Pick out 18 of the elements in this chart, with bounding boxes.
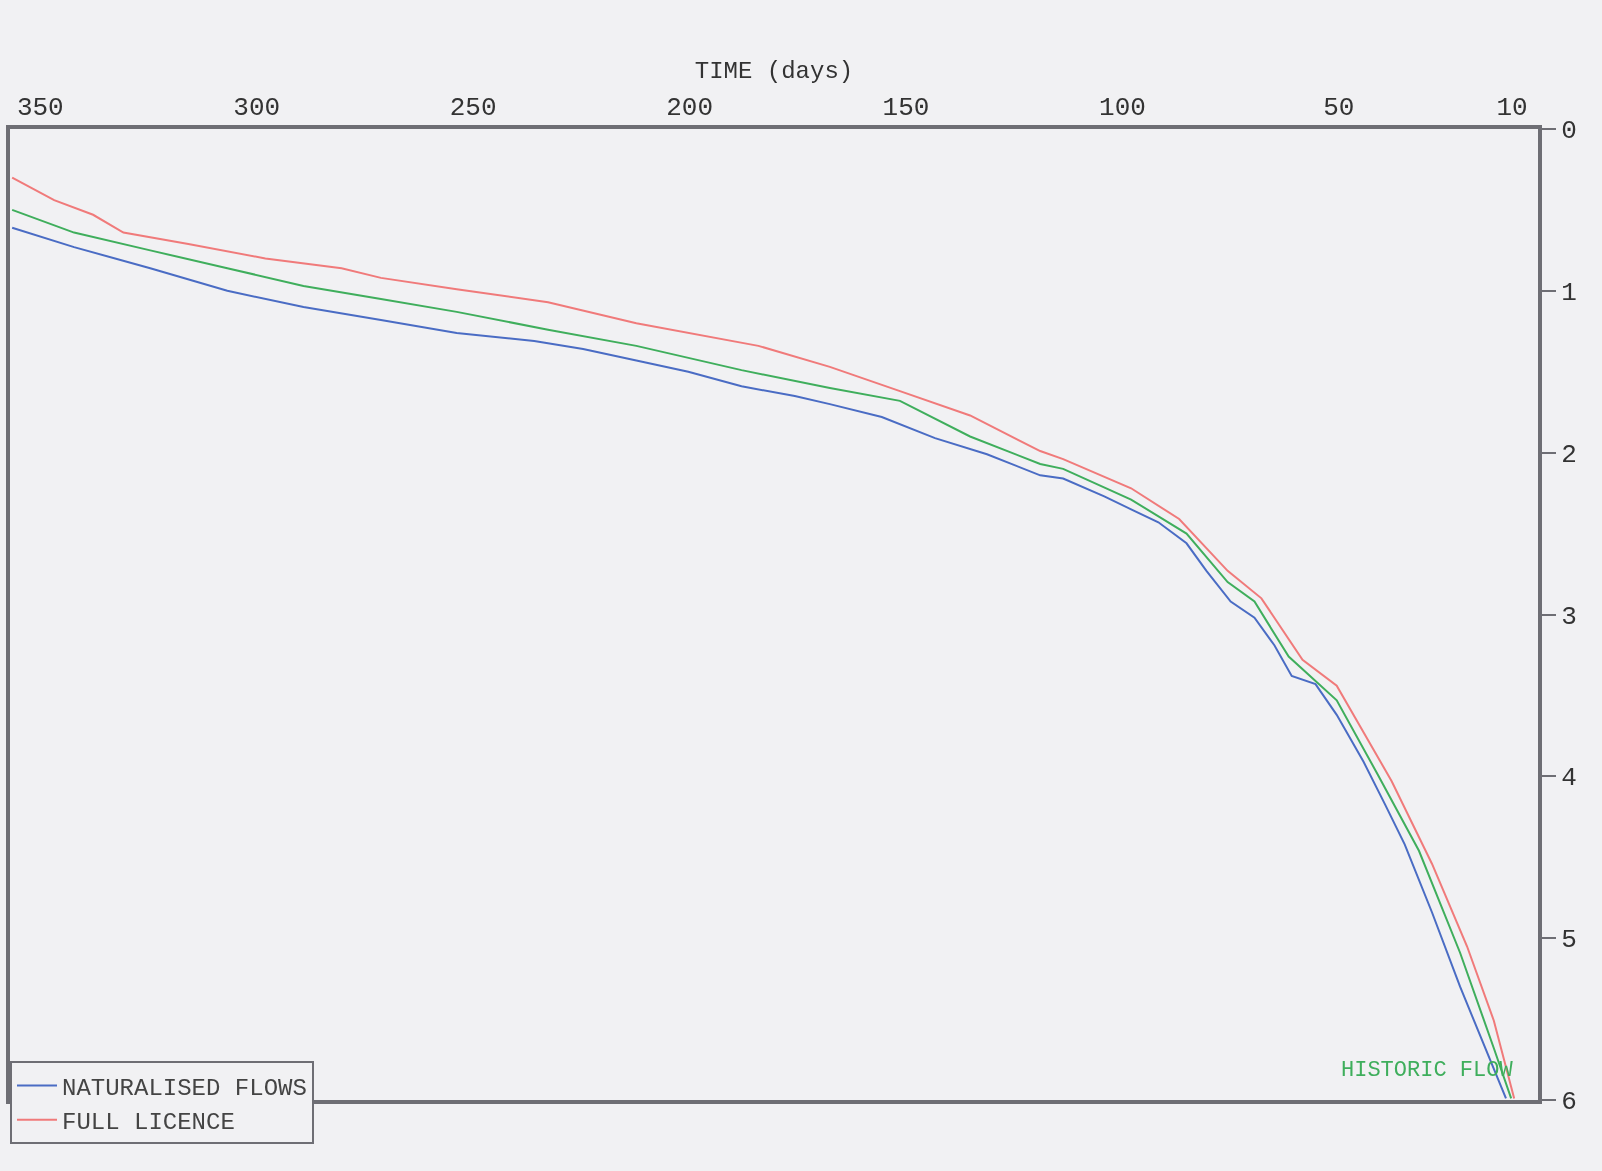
legend-label: NATURALISED FLOWS <box>62 1074 307 1102</box>
y-tick-label: 3 <box>1561 601 1577 632</box>
x-tick-label: 350 <box>16 92 64 123</box>
x-tick-label: 250 <box>449 92 497 123</box>
y-tick-label: 5 <box>1561 925 1577 956</box>
legend-label: FULL LICENCE <box>62 1109 235 1137</box>
x-tick-label: 200 <box>666 92 713 123</box>
y-tick-label: 0 <box>1561 116 1577 147</box>
x-tick-label: 50 <box>1323 92 1355 123</box>
x-axis-title: TIME (days) <box>694 58 854 86</box>
x-tick-label: 300 <box>233 92 281 123</box>
y-tick-label: 4 <box>1561 763 1577 794</box>
y-tick-label: 2 <box>1561 439 1577 470</box>
y-tick-label: 1 <box>1561 277 1577 308</box>
x-tick-label: 10 <box>1496 92 1528 123</box>
y-tick-label: 6 <box>1561 1087 1577 1118</box>
x-tick-label: 100 <box>1099 92 1146 123</box>
x-tick-label: 150 <box>882 92 930 123</box>
